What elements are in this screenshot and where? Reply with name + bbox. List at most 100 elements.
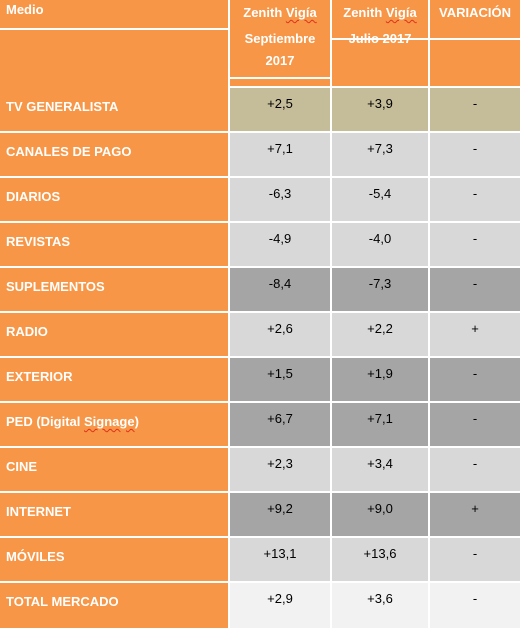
row-divider: [228, 401, 520, 403]
value-julio: +7,1: [367, 411, 393, 426]
value-julio-cell: +1,9: [332, 358, 428, 401]
row-divider: [228, 266, 520, 268]
header-stripe: [0, 28, 228, 30]
header-zenith-julio: Zenith Vigía Julio 2017: [332, 0, 428, 88]
row-divider: [228, 581, 520, 583]
value-septiembre: +13,1: [263, 546, 297, 561]
row-divider: [228, 176, 520, 178]
medio-label: MÓVILES: [6, 549, 65, 564]
value-variacion: -: [472, 96, 478, 111]
medio-label: TOTAL MERCADO: [6, 594, 119, 609]
value-septiembre-cell: -8,4: [230, 268, 330, 311]
value-variacion-cell: -: [430, 178, 520, 221]
label-stripe: [0, 135, 228, 139]
row-label-cell: INTERNET: [0, 493, 228, 536]
value-variacion-cell: -: [430, 358, 520, 401]
value-septiembre: -8,4: [268, 276, 292, 291]
header-divider: [332, 38, 428, 40]
value-variacion: -: [472, 546, 478, 561]
value-septiembre-cell: +7,1: [230, 133, 330, 176]
label-stripe: [0, 225, 228, 229]
label-stripe: [0, 585, 228, 589]
value-septiembre-cell: +6,7: [230, 403, 330, 446]
medio-label: REVISTAS: [6, 234, 71, 249]
row-divider: [228, 491, 520, 493]
label-stripe: [0, 405, 228, 409]
medio-label: CANALES DE PAGO: [6, 144, 132, 159]
value-julio: +9,0: [367, 501, 393, 516]
header-divider: [430, 38, 520, 40]
label-stripe: [0, 450, 228, 454]
row-label-cell: DIARIOS: [0, 178, 228, 221]
value-julio-cell: +7,1: [332, 403, 428, 446]
label-stripe: [0, 270, 228, 274]
value-variacion-cell: -: [430, 538, 520, 581]
value-julio: +3,9: [367, 96, 393, 111]
row-divider: [228, 131, 520, 133]
header-col2-line1: Zenith Vigía: [343, 5, 417, 20]
value-septiembre: +2,6: [267, 321, 293, 336]
value-variacion-cell: -: [430, 133, 520, 176]
value-variacion: -: [472, 411, 478, 426]
value-septiembre-cell: +2,5: [230, 88, 330, 131]
label-stripe: [0, 90, 228, 94]
row-label-cell: EXTERIOR: [0, 358, 228, 401]
value-variacion-cell: -: [430, 403, 520, 446]
row-divider: [228, 86, 520, 88]
label-stripe: [0, 495, 228, 499]
value-julio: -5,4: [368, 186, 392, 201]
value-julio-cell: +9,0: [332, 493, 428, 536]
value-julio-cell: -7,3: [332, 268, 428, 311]
value-septiembre-cell: -4,9: [230, 223, 330, 266]
row-divider: [228, 536, 520, 538]
value-variacion-cell: +: [430, 313, 520, 356]
value-septiembre: +6,7: [267, 411, 293, 426]
medio-label: CINE: [6, 459, 38, 474]
value-variacion: +: [471, 321, 479, 336]
medio-label: SUPLEMENTOS: [6, 279, 105, 294]
row-label-cell: CANALES DE PAGO: [0, 133, 228, 176]
value-variacion-cell: +: [430, 493, 520, 536]
label-stripe: [0, 315, 228, 319]
row-label-cell: TOTAL MERCADO: [0, 583, 228, 628]
value-julio: +2,2: [367, 321, 393, 336]
value-julio-cell: -4,0: [332, 223, 428, 266]
row-label-cell: RADIO: [0, 313, 228, 356]
value-julio: +3,6: [367, 591, 393, 606]
value-julio: -4,0: [368, 231, 392, 246]
medio-label: DIARIOS: [6, 189, 61, 204]
row-label-cell: REVISTAS: [0, 223, 228, 266]
value-septiembre: +2,3: [267, 456, 293, 471]
row-divider: [228, 446, 520, 448]
value-variacion-cell: -: [430, 223, 520, 266]
value-variacion: -: [472, 591, 478, 606]
value-septiembre-cell: +2,3: [230, 448, 330, 491]
value-variacion-cell: -: [430, 583, 520, 628]
value-julio-cell: +2,2: [332, 313, 428, 356]
value-variacion: -: [472, 366, 478, 381]
row-divider: [228, 311, 520, 313]
value-variacion-cell: -: [430, 448, 520, 491]
value-julio-cell: -5,4: [332, 178, 428, 221]
header-medio: Medio: [0, 0, 228, 88]
medio-label: PED (Digital Signage): [6, 414, 139, 429]
header-divider: [230, 77, 330, 79]
value-julio-cell: +3,9: [332, 88, 428, 131]
value-julio-cell: +3,4: [332, 448, 428, 491]
row-label-cell: MÓVILES: [0, 538, 228, 581]
value-julio-cell: +7,3: [332, 133, 428, 176]
value-variacion-cell: -: [430, 88, 520, 131]
medio-label: EXTERIOR: [6, 369, 73, 384]
row-label-cell: CINE: [0, 448, 228, 491]
row-label-cell: SUPLEMENTOS: [0, 268, 228, 311]
header-col1-line2: Septiembre: [244, 31, 316, 46]
label-stripe: [0, 180, 228, 184]
value-julio: +13,6: [363, 546, 397, 561]
row-divider: [228, 356, 520, 358]
header-medio-label: Medio: [6, 2, 44, 17]
value-julio-cell: +13,6: [332, 538, 428, 581]
value-variacion: +: [471, 501, 479, 516]
value-variacion-cell: -: [430, 268, 520, 311]
header-zenith-septiembre: Zenith Vigía Septiembre 2017: [230, 0, 330, 88]
